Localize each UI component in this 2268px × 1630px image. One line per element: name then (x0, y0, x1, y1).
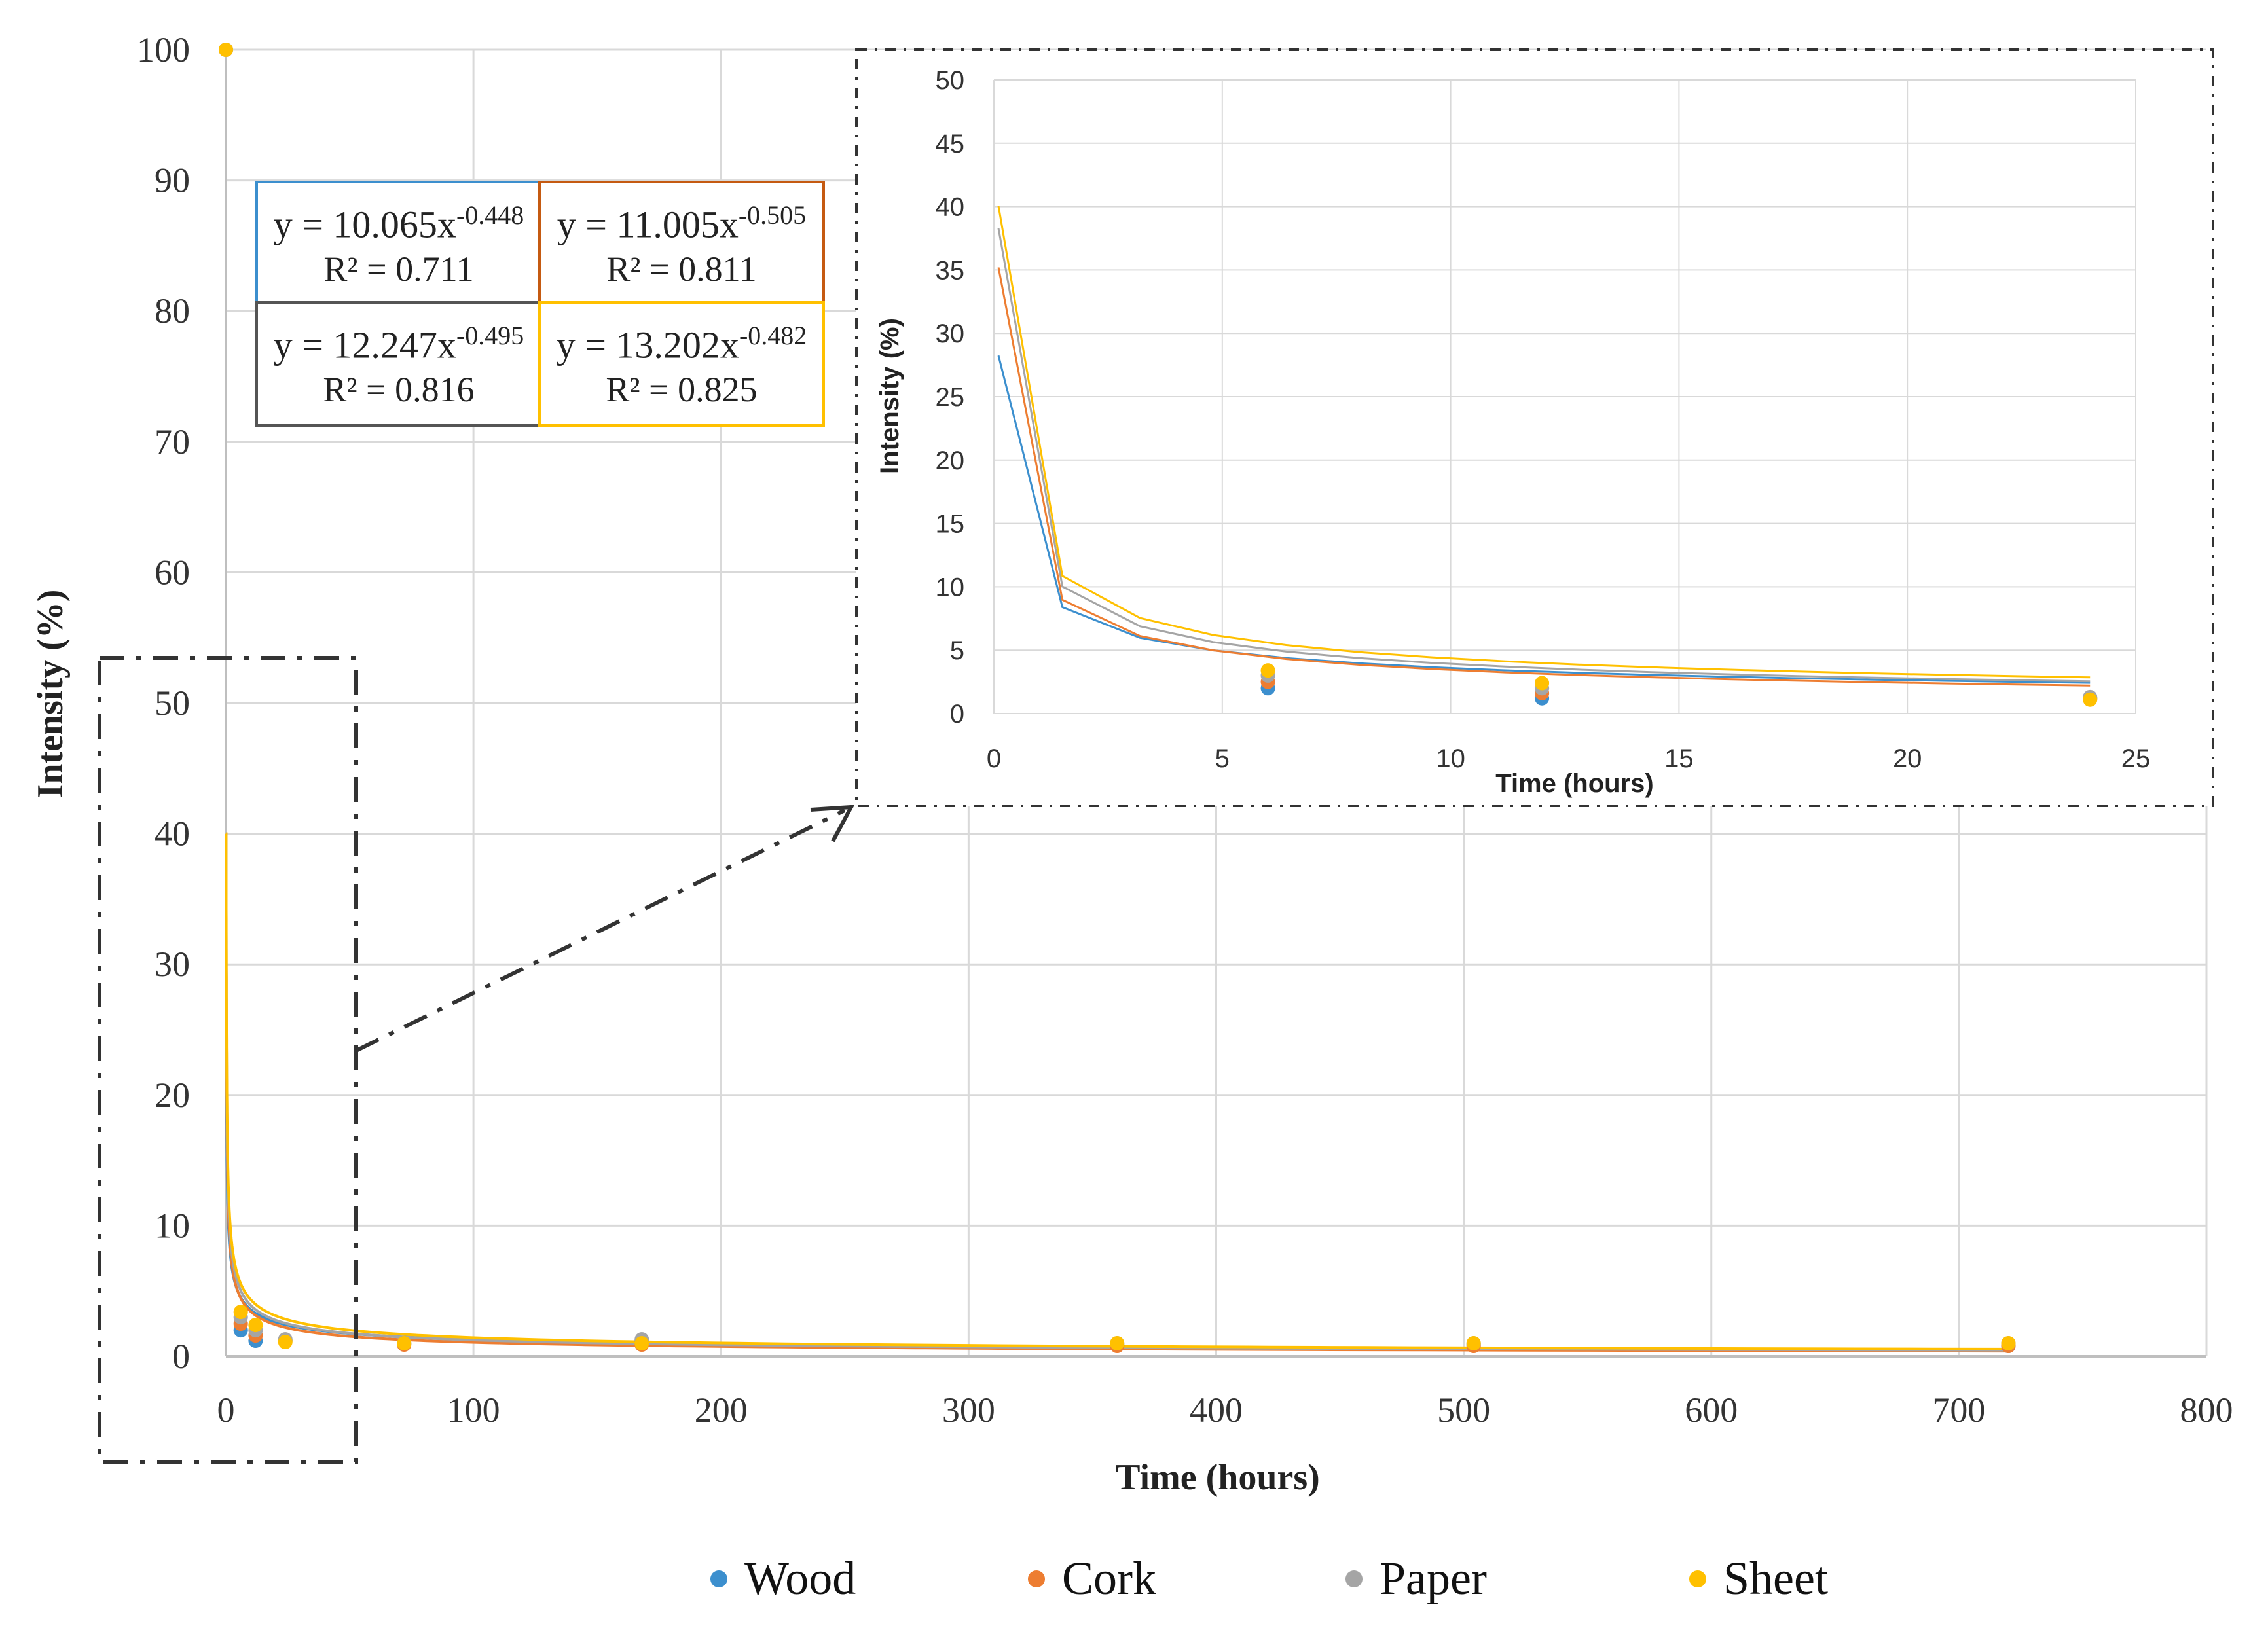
legend-marker-paper (1345, 1570, 1363, 1587)
fit-curve-cork (225, 832, 2009, 1353)
data-point-sheet (397, 1336, 412, 1351)
y-tick-label: 70 (155, 422, 190, 462)
inset-data-points (1260, 663, 2098, 707)
y-tick-label: 100 (137, 30, 190, 69)
y-tick-label: 80 (155, 291, 190, 331)
x-tick-label: 800 (2180, 1390, 2233, 1430)
y-tick-label: 30 (155, 945, 190, 984)
inset-y-tick-label: 35 (936, 256, 965, 285)
x-tick-label: 200 (695, 1390, 748, 1430)
legend-label: Wood (744, 1552, 856, 1604)
legend-marker-sheet (1689, 1570, 1706, 1587)
legend-item-sheet: Sheet (1689, 1551, 1828, 1606)
data-point-sheet (634, 1336, 649, 1351)
legend-item-wood: Wood (710, 1551, 856, 1606)
y-tick-label: 0 (172, 1337, 190, 1376)
equation-box-paper: y = 12.247x-0.495 R² = 0.816 (255, 301, 542, 427)
inset-y-tick-label: 15 (936, 510, 965, 539)
equation-text: y = 12.247x-0.495 (273, 321, 524, 367)
zoom-region-box (98, 656, 358, 1464)
inset-y-tick-label: 5 (950, 636, 964, 665)
data-point-sheet (219, 43, 233, 57)
legend-label: Sheet (1723, 1552, 1828, 1604)
inset-x-axis-label: Time (hours) (1495, 769, 1654, 798)
legend-item-cork: Cork (1028, 1551, 1156, 1606)
zoom-arrow-head (810, 805, 855, 842)
inset-fit-curve-paper (997, 228, 2091, 683)
x-tick-label: 300 (942, 1390, 995, 1430)
y-tick-label: 50 (155, 683, 190, 723)
inset-y-tick-label: 0 (950, 700, 964, 729)
legend-marker-cork (1028, 1570, 1045, 1587)
x-tick-label: 100 (447, 1390, 500, 1430)
main-fit-curves (225, 832, 2009, 1353)
x-tick-label: 700 (1932, 1390, 1985, 1430)
fit-curve-sheet (225, 832, 2009, 1350)
inset-y-tick-label: 45 (936, 130, 965, 158)
y-tick-label: 10 (155, 1206, 190, 1245)
fit-curve-paper (225, 832, 2009, 1352)
x-tick-label: 0 (217, 1390, 235, 1430)
r-squared-text: R² = 0.711 (323, 249, 474, 289)
equation-box-wood: y = 10.065x-0.448 R² = 0.711 (255, 181, 542, 305)
data-point-sheet (278, 1335, 293, 1350)
inset-data-point-sheet (2083, 692, 2098, 707)
y-tick-label: 60 (155, 552, 190, 592)
inset-x-tick-label: 20 (1893, 744, 1922, 773)
inset-y-tick-label: 40 (936, 193, 965, 222)
inset-x-tick-label: 15 (1664, 744, 1694, 773)
inset-x-tick-label: 0 (987, 744, 1001, 773)
inset-y-tick-label: 30 (936, 319, 965, 348)
y-tick-label: 20 (155, 1076, 190, 1115)
inset-fit-curves (997, 206, 2091, 687)
x-tick-label: 400 (1190, 1390, 1243, 1430)
y-axis-label: Intensity (%) (30, 590, 71, 799)
y-tick-label: 40 (155, 814, 190, 854)
legend-label: Paper (1380, 1552, 1487, 1604)
r-squared-text: R² = 0.811 (606, 249, 757, 289)
data-point-sheet (1110, 1336, 1125, 1351)
inset-y-tick-label: 10 (936, 573, 965, 602)
data-point-sheet (233, 1305, 248, 1320)
inset-frame (855, 48, 2214, 807)
inset-data-point-sheet (1260, 663, 1275, 678)
inset-x-tick-label: 10 (1436, 744, 1465, 773)
equation-box-sheet: y = 13.202x-0.482 R² = 0.825 (538, 301, 825, 427)
inset-y-tick-label: 25 (936, 383, 965, 412)
r-squared-text: R² = 0.825 (606, 370, 758, 410)
inset-y-tick-label: 20 (936, 446, 965, 475)
inset-tick-labels: 0 5 10 15 20 25 30 35 40 45 50 0 5 10 15 20 25 (936, 66, 2151, 773)
inset-x-tick-label: 25 (2121, 744, 2151, 773)
data-point-sheet (1466, 1336, 1481, 1351)
x-tick-label: 600 (1685, 1390, 1738, 1430)
zoom-arrow-line (355, 808, 846, 1053)
x-axis-label: Time (hours) (1116, 1457, 1320, 1498)
inset-x-tick-label: 5 (1215, 744, 1230, 773)
x-tick-label: 500 (1437, 1390, 1490, 1430)
chart-legend: Wood Cork Paper Sheet (0, 1551, 2268, 1630)
equation-text: y = 10.065x-0.448 (273, 200, 524, 246)
equation-text: y = 13.202x-0.482 (556, 321, 807, 367)
legend-marker-wood (710, 1570, 727, 1587)
main-data-points (219, 43, 2016, 1354)
inset-fit-curve-cork (997, 267, 2091, 687)
inset-gridlines (993, 79, 2136, 714)
data-point-sheet (248, 1318, 263, 1333)
data-point-sheet (2001, 1336, 2016, 1351)
y-tick-label: 90 (155, 161, 190, 200)
inset-fit-curve-sheet (997, 206, 2091, 679)
inset-y-axis-label: Intensity (%) (875, 318, 904, 474)
r-squared-text: R² = 0.816 (323, 370, 475, 410)
equation-text: y = 11.005x-0.505 (557, 200, 807, 246)
inset-data-point-sheet (1535, 676, 1550, 691)
equation-box-cork: y = 11.005x-0.505 R² = 0.811 (538, 181, 825, 305)
legend-label: Cork (1062, 1552, 1156, 1604)
legend-item-paper: Paper (1345, 1551, 1487, 1606)
fit-curve-wood (225, 833, 2009, 1351)
inset-y-tick-label: 50 (936, 66, 965, 95)
